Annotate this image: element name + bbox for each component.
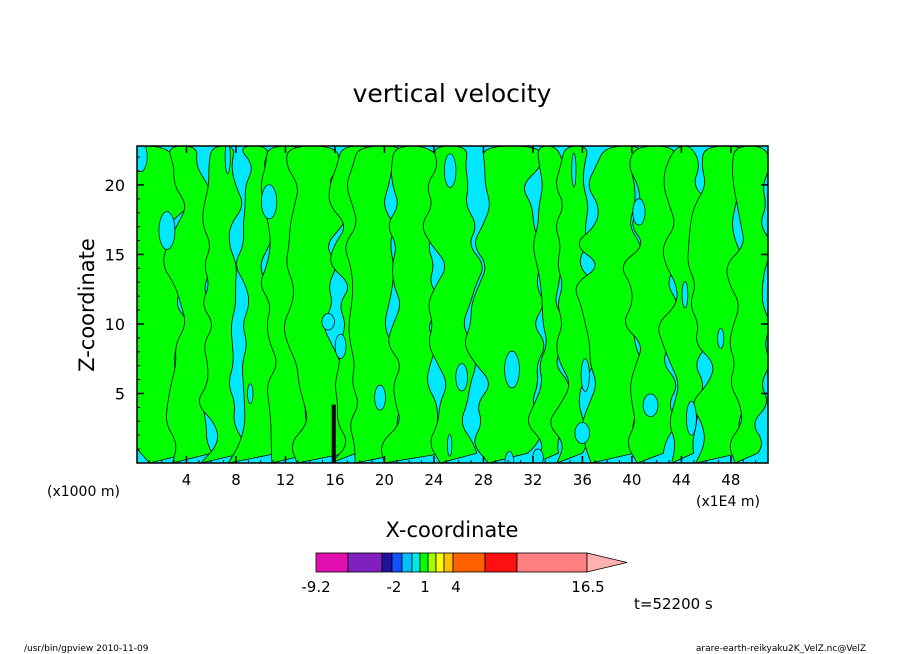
negative-velocity-patch xyxy=(455,363,468,392)
negative-velocity-patch xyxy=(447,433,453,457)
colorbar-segment xyxy=(435,552,445,573)
x-unit-right: (x1E4 m) xyxy=(696,494,760,510)
plot-area xyxy=(136,145,769,464)
colorbar-segment xyxy=(516,552,588,573)
x-tick-label: 16 xyxy=(325,471,344,489)
x-tick-label: 28 xyxy=(474,471,493,489)
colorbar-extend-arrow xyxy=(586,552,628,573)
colorbar-label: 16.5 xyxy=(571,578,604,596)
plot-frame xyxy=(136,145,769,464)
colorbar-label: 1 xyxy=(420,578,430,596)
negative-velocity-patch xyxy=(571,152,577,188)
x-tick-label: 48 xyxy=(721,471,740,489)
x-tick-label: 12 xyxy=(276,471,295,489)
strong-updraft-core xyxy=(331,404,336,463)
negative-velocity-patch xyxy=(532,448,544,463)
negative-velocity-patch xyxy=(686,400,697,436)
positive-velocity-region xyxy=(465,146,545,463)
x-tick-label: 20 xyxy=(375,471,394,489)
colorbar-segment xyxy=(315,552,349,573)
colorbar-segment xyxy=(391,552,403,573)
colorbar-segment xyxy=(484,552,518,573)
x-tick-label: 8 xyxy=(231,471,241,489)
x-tick-label: 44 xyxy=(672,471,691,489)
colorbar-label: -9.2 xyxy=(301,578,330,596)
negative-velocity-patch xyxy=(574,422,590,444)
x-axis: 4 8 12 16 20 24 28 32 36 40 44 48 xyxy=(148,146,757,489)
positive-velocity-regions xyxy=(137,146,768,463)
x-tick-label: 36 xyxy=(573,471,592,489)
y-tick-label: 20 xyxy=(105,176,125,195)
negative-velocity-patch xyxy=(632,198,646,226)
x-unit-left: (x1000 m) xyxy=(47,484,120,500)
y-tick-label: 15 xyxy=(105,245,125,264)
chart-title: vertical velocity xyxy=(353,79,552,108)
negative-velocity-patch xyxy=(321,313,335,331)
negative-velocity-patch xyxy=(224,146,231,174)
colorbar-segment xyxy=(427,552,437,573)
negative-velocity-patch xyxy=(642,393,659,418)
colorbar-segment xyxy=(401,552,413,573)
x-tick-label: 4 xyxy=(182,471,192,489)
colorbar-label: 4 xyxy=(451,578,461,596)
negative-velocity-patch xyxy=(681,280,689,309)
negative-velocity-patch xyxy=(334,333,347,359)
y-tick-label: 10 xyxy=(105,315,125,334)
positive-velocity-region xyxy=(199,146,245,463)
time-label: t=52200 s xyxy=(634,595,713,613)
positive-velocity-region xyxy=(283,146,350,463)
negative-velocity-patch xyxy=(137,146,148,173)
x-tick-label: 40 xyxy=(622,471,641,489)
negative-velocity-patch xyxy=(580,358,590,392)
footer-left: /usr/bin/gpview 2010-11-09 xyxy=(24,644,149,654)
colorbar-label: -2 xyxy=(387,578,402,596)
colorbar-segment xyxy=(381,552,393,573)
negative-velocity-patch xyxy=(504,350,520,389)
negative-velocity-patch xyxy=(717,328,725,349)
colorbar-segment xyxy=(347,552,383,573)
negative-velocity-patch xyxy=(247,383,254,404)
y-tick-label: 5 xyxy=(115,384,125,403)
footer-right: arare-earth-reikyaku2K_VelZ.nc@VelZ xyxy=(696,644,866,654)
x-tick-label: 32 xyxy=(523,471,542,489)
positive-velocity-region xyxy=(726,146,768,463)
negative-velocity-patch xyxy=(374,384,386,411)
negative-velocity-patch xyxy=(158,211,176,250)
x-axis-label: X-coordinate xyxy=(386,518,519,542)
y-axis: 5 10 15 20 xyxy=(105,156,768,450)
negative-velocity-patch xyxy=(261,184,278,220)
colorbar-segment xyxy=(411,552,421,573)
x-tick-label: 24 xyxy=(424,471,443,489)
negative-velocity-patch xyxy=(443,153,457,188)
colorbar-segment xyxy=(419,552,429,573)
colorbar-segment xyxy=(452,552,486,573)
y-axis-label: Z-coordinate xyxy=(75,238,99,372)
colorbar: -9.2 -2 1 4 16.5 xyxy=(301,552,628,596)
colorbar-segment xyxy=(443,552,454,573)
